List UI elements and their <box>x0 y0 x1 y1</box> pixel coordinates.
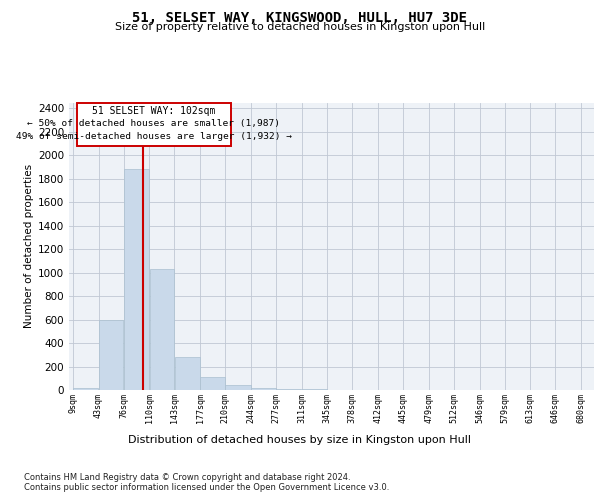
Text: Contains HM Land Registry data © Crown copyright and database right 2024.: Contains HM Land Registry data © Crown c… <box>24 472 350 482</box>
Text: Size of property relative to detached houses in Kingston upon Hull: Size of property relative to detached ho… <box>115 22 485 32</box>
Bar <box>124 170 149 390</box>
Bar <box>99 320 123 390</box>
Text: Distribution of detached houses by size in Kingston upon Hull: Distribution of detached houses by size … <box>128 435 472 445</box>
Bar <box>226 384 251 390</box>
FancyBboxPatch shape <box>77 103 231 146</box>
Bar <box>175 357 200 390</box>
Bar <box>251 388 275 390</box>
Text: ← 50% of detached houses are smaller (1,987): ← 50% of detached houses are smaller (1,… <box>28 119 280 128</box>
Bar <box>276 389 301 390</box>
Bar <box>149 269 174 390</box>
Bar <box>73 388 98 390</box>
Text: 51, SELSET WAY, KINGSWOOD, HULL, HU7 3DE: 51, SELSET WAY, KINGSWOOD, HULL, HU7 3DE <box>133 11 467 25</box>
Text: 51 SELSET WAY: 102sqm: 51 SELSET WAY: 102sqm <box>92 106 215 116</box>
Text: 49% of semi-detached houses are larger (1,932) →: 49% of semi-detached houses are larger (… <box>16 132 292 141</box>
Y-axis label: Number of detached properties: Number of detached properties <box>24 164 34 328</box>
Bar <box>200 377 225 390</box>
Text: Contains public sector information licensed under the Open Government Licence v3: Contains public sector information licen… <box>24 482 389 492</box>
